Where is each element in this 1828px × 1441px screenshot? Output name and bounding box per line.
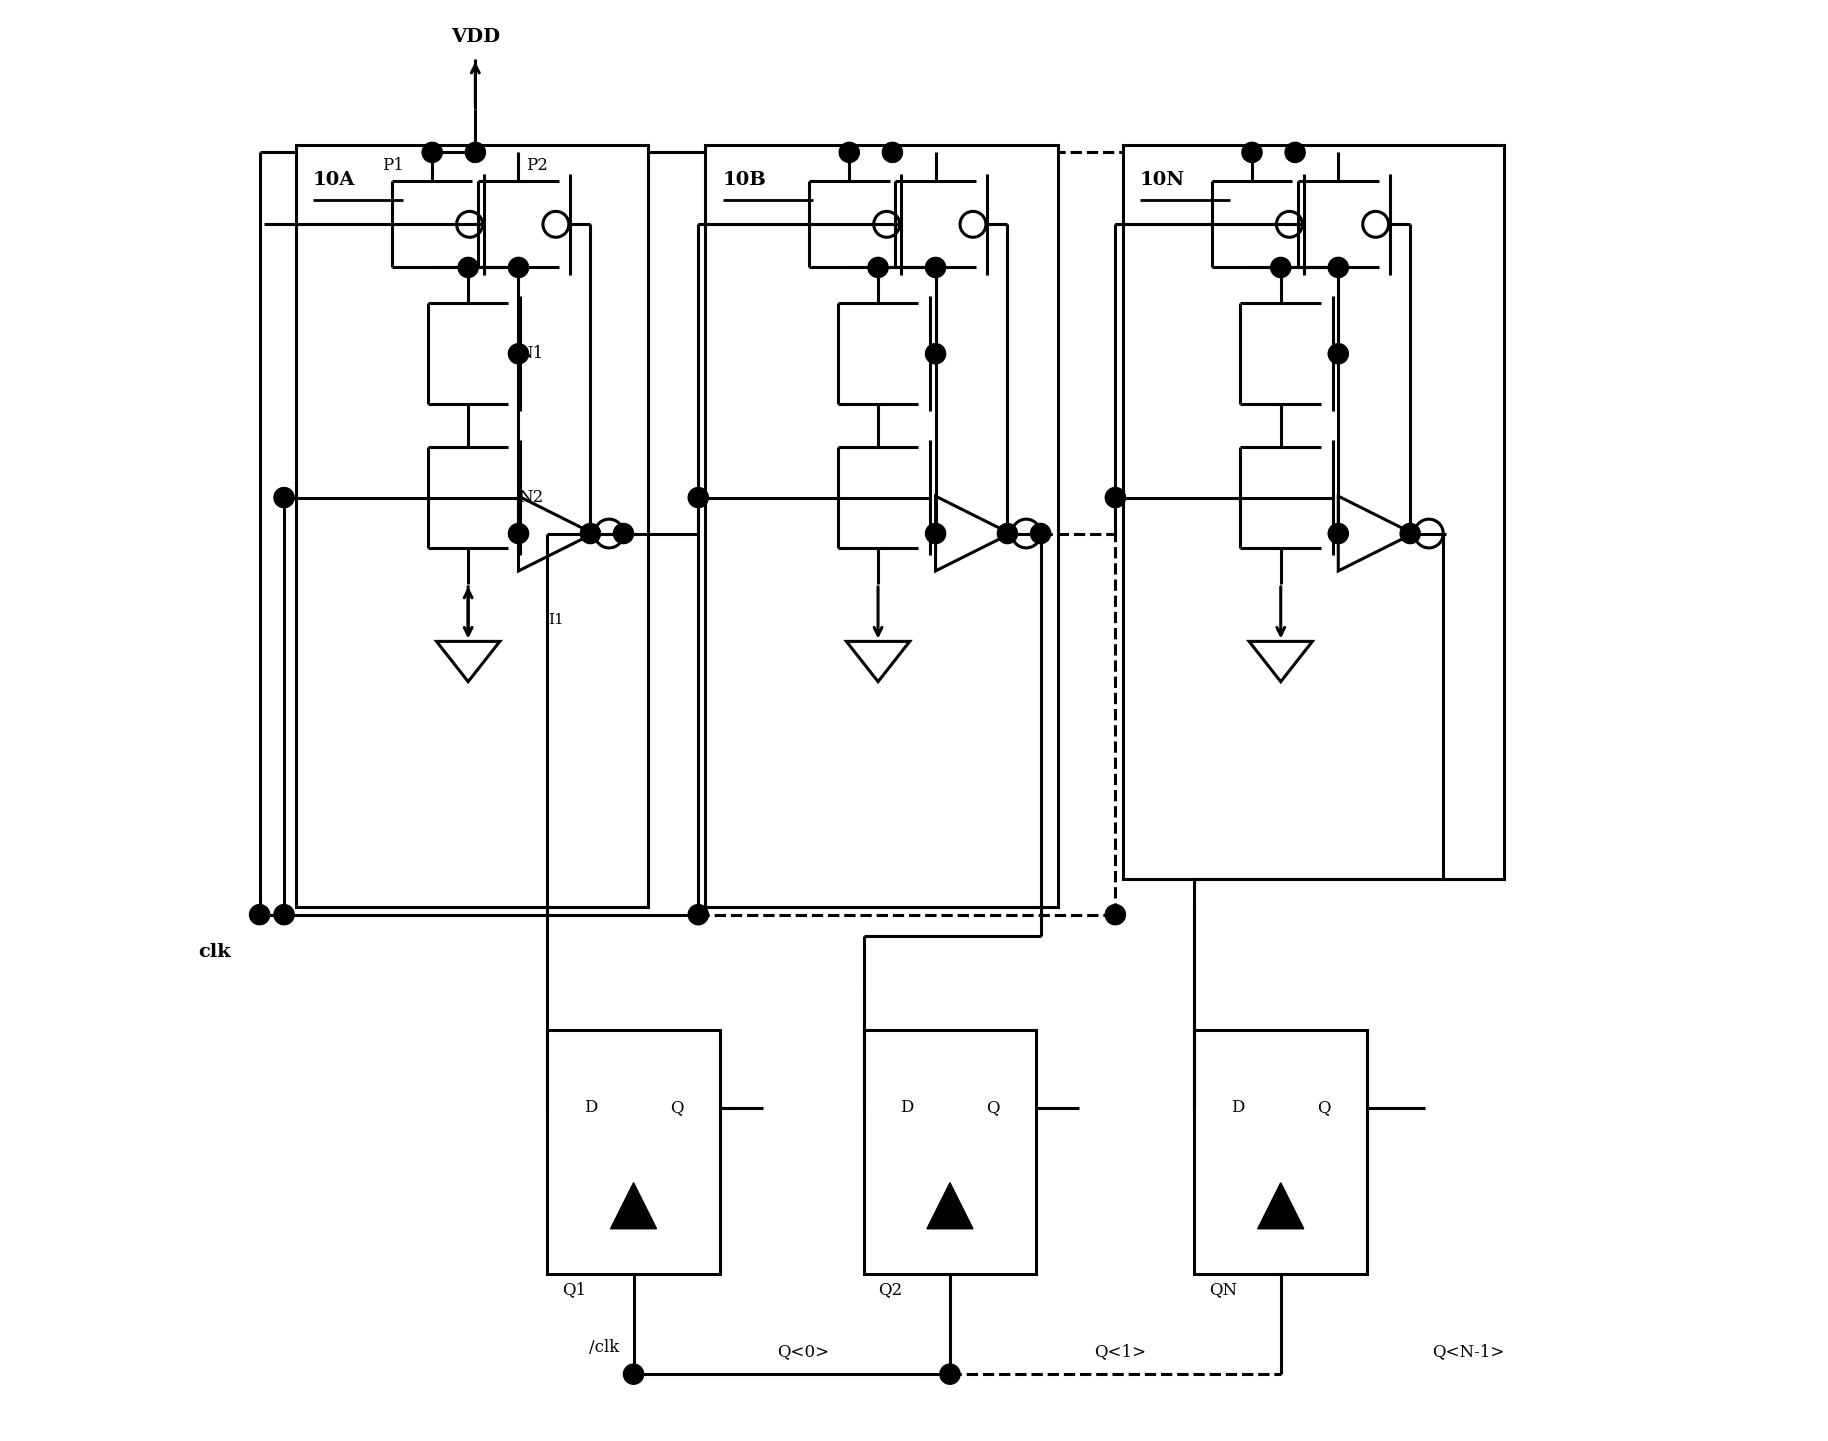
Circle shape [466,143,486,163]
Text: Q<N-1>: Q<N-1> [1431,1343,1504,1360]
Circle shape [1329,344,1349,363]
Text: 10A: 10A [313,171,355,189]
Circle shape [1270,258,1291,278]
Text: Q: Q [1318,1099,1331,1117]
Circle shape [508,344,528,363]
Text: Q2: Q2 [877,1281,903,1298]
Text: QN: QN [1208,1281,1238,1298]
Text: D: D [1230,1099,1245,1117]
Circle shape [687,905,707,925]
Polygon shape [611,1183,656,1229]
Circle shape [1241,143,1261,163]
Circle shape [883,143,903,163]
Text: N2: N2 [519,488,543,506]
Bar [296,146,647,908]
Text: 10B: 10B [722,171,766,189]
Circle shape [508,258,528,278]
Text: /clk: /clk [589,1339,620,1356]
Circle shape [623,1365,643,1385]
Text: VDD: VDD [452,29,499,46]
Circle shape [579,523,600,543]
Circle shape [940,1365,960,1385]
Circle shape [1106,487,1126,507]
Bar [547,1030,720,1274]
Polygon shape [1258,1183,1303,1229]
Circle shape [1031,523,1051,543]
Text: N1: N1 [519,346,543,362]
Circle shape [925,344,945,363]
Text: P1: P1 [382,157,404,174]
Circle shape [1329,258,1349,278]
Circle shape [925,523,945,543]
Text: clk: clk [197,944,230,961]
Circle shape [1285,143,1305,163]
Circle shape [868,258,888,278]
Circle shape [459,258,479,278]
Circle shape [422,143,442,163]
Text: D: D [583,1099,598,1117]
Circle shape [1400,523,1420,543]
Circle shape [1106,905,1126,925]
Bar [863,1030,1036,1274]
Circle shape [839,143,859,163]
Text: Q1: Q1 [561,1281,585,1298]
Circle shape [687,487,707,507]
Text: Q<1>: Q<1> [1093,1343,1146,1360]
Text: P2: P2 [526,157,548,174]
Text: Q<0>: Q<0> [777,1343,830,1360]
Circle shape [1329,523,1349,543]
Circle shape [274,487,294,507]
Bar [1194,1030,1367,1274]
Text: Q: Q [669,1099,684,1117]
Text: D: D [899,1099,914,1117]
Circle shape [508,523,528,543]
Bar [706,146,1058,908]
Circle shape [614,523,634,543]
Circle shape [274,905,294,925]
Text: 10N: 10N [1141,171,1185,189]
Polygon shape [927,1183,972,1229]
Circle shape [998,523,1018,543]
Bar [1122,146,1504,879]
Circle shape [925,258,945,278]
Circle shape [250,905,271,925]
Text: I1: I1 [548,612,563,627]
Text: Q: Q [987,1099,1000,1117]
